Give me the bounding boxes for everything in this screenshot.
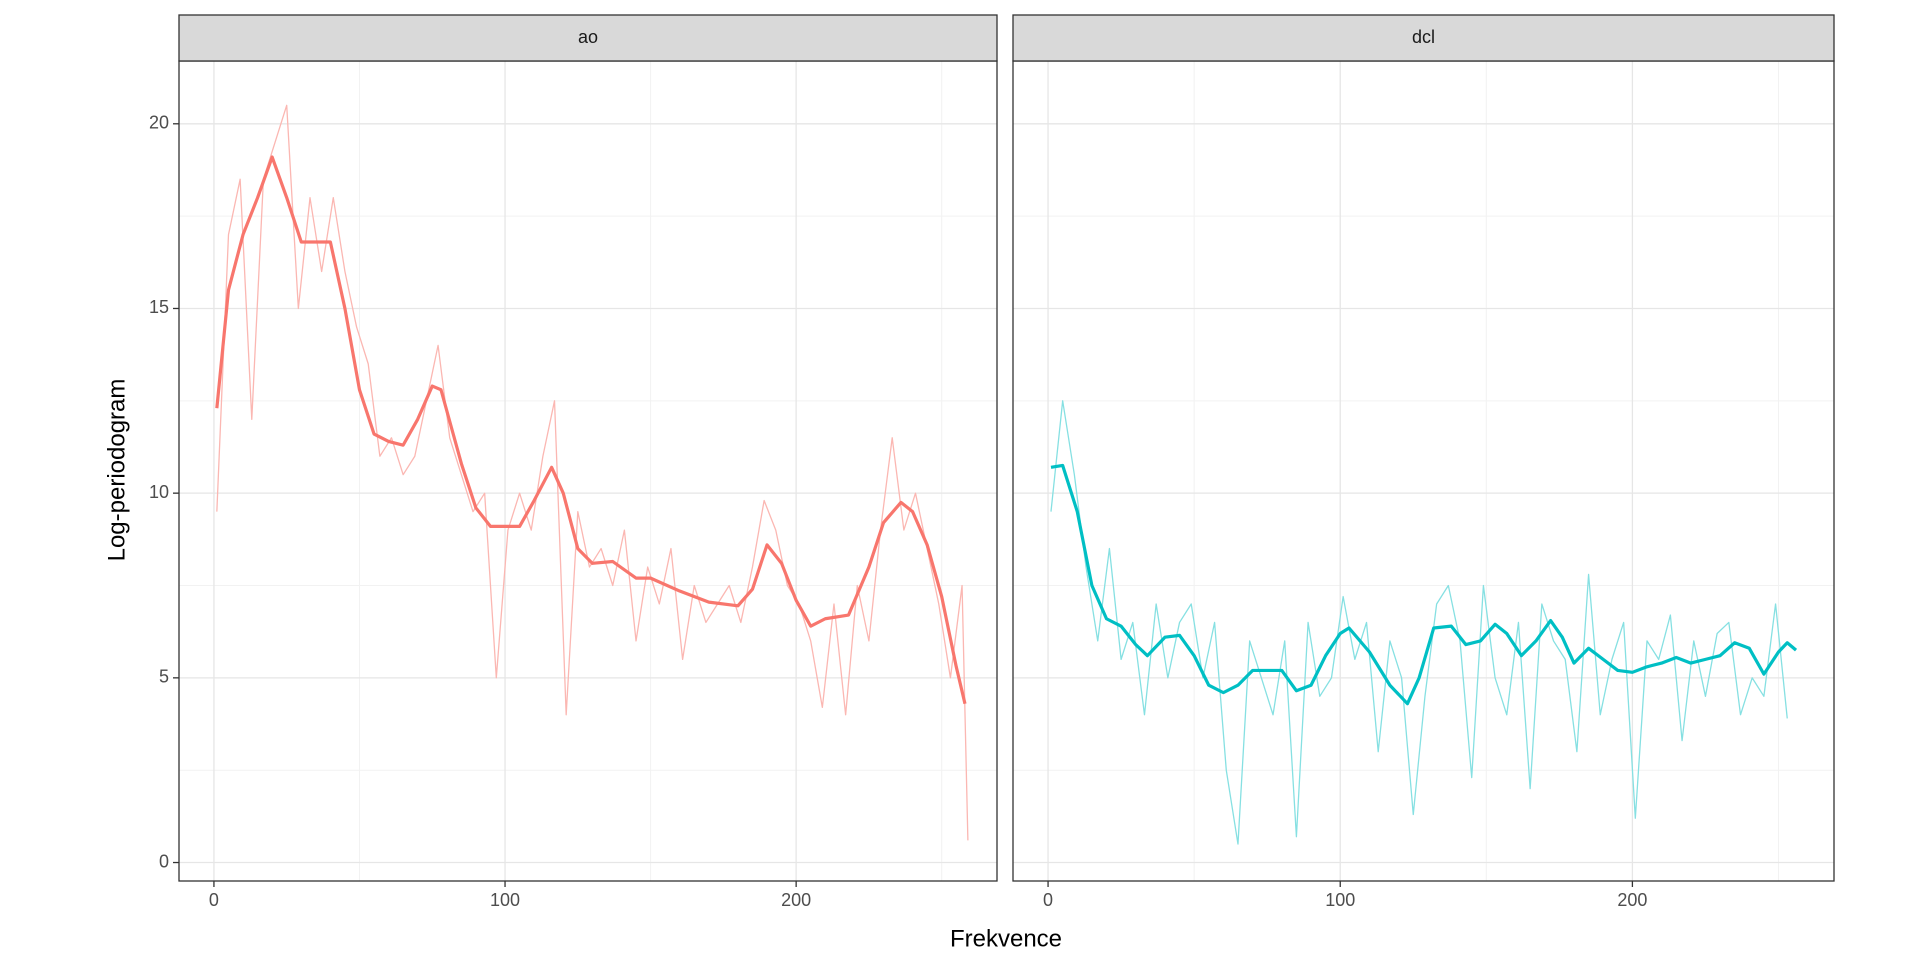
x-tick-label: 0 <box>209 890 219 910</box>
x-tick-label: 0 <box>1043 890 1053 910</box>
y-tick-label: 15 <box>149 297 169 317</box>
x-tick-label: 100 <box>1325 890 1355 910</box>
smooth-line <box>215 155 967 705</box>
strip-background <box>178 14 998 62</box>
x-tick-label: 200 <box>1617 890 1647 910</box>
y-tick-label: 0 <box>159 851 169 871</box>
y-axis-title: Log-periodogram <box>103 379 130 562</box>
x-tick-label: 200 <box>781 890 811 910</box>
x-axis-title: Frekvence <box>950 925 1062 952</box>
strip-background <box>1012 14 1835 62</box>
x-tick-label: 100 <box>490 890 520 910</box>
raw-line <box>216 104 969 841</box>
panel-background <box>179 61 997 881</box>
smooth-line <box>1050 463 1798 706</box>
strip-label: ao <box>578 27 598 47</box>
raw-line <box>1050 400 1788 845</box>
y-tick-label: 5 <box>159 667 169 687</box>
y-tick-label: 20 <box>149 113 169 133</box>
panel-background <box>1013 61 1834 881</box>
strip-label: dcl <box>1412 27 1435 47</box>
y-tick-label: 10 <box>149 482 169 502</box>
